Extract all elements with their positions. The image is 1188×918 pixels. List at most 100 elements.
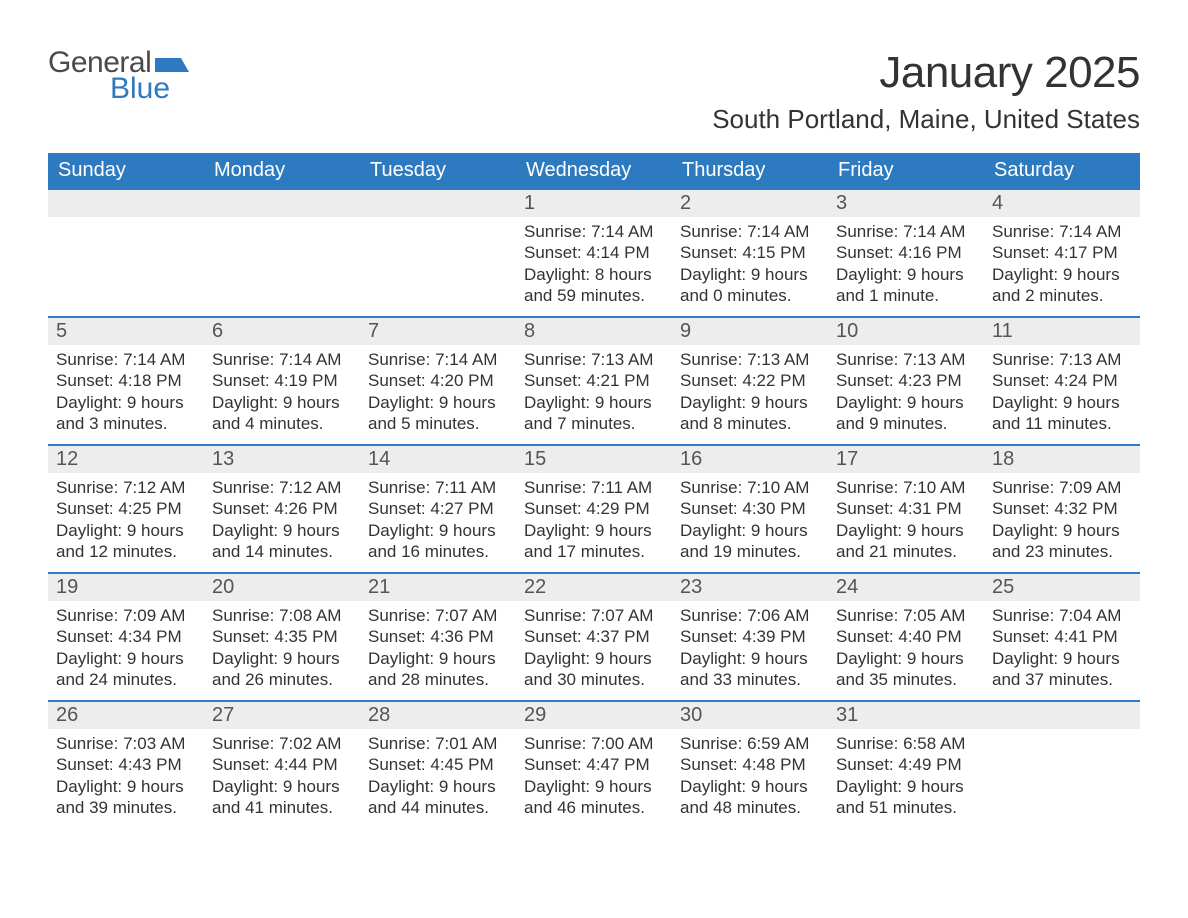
sunrise-text: Sunrise: 7:08 AM (212, 605, 352, 626)
day-cell: 2Sunrise: 7:14 AMSunset: 4:15 PMDaylight… (672, 189, 828, 317)
day-number: 27 (204, 702, 360, 729)
sunrise-text: Sunrise: 7:01 AM (368, 733, 508, 754)
day-details: Sunrise: 7:10 AMSunset: 4:30 PMDaylight:… (672, 473, 828, 570)
day-cell: 5Sunrise: 7:14 AMSunset: 4:18 PMDaylight… (48, 317, 204, 445)
sunrise-text: Sunrise: 7:10 AM (680, 477, 820, 498)
day-cell: 19Sunrise: 7:09 AMSunset: 4:34 PMDayligh… (48, 573, 204, 701)
day-number: 25 (984, 574, 1140, 601)
sunrise-text: Sunrise: 7:14 AM (992, 221, 1132, 242)
sunrise-text: Sunrise: 7:14 AM (212, 349, 352, 370)
sunset-text: Sunset: 4:37 PM (524, 626, 664, 647)
day-number: 6 (204, 318, 360, 345)
day-cell: 6Sunrise: 7:14 AMSunset: 4:19 PMDaylight… (204, 317, 360, 445)
day-cell: 24Sunrise: 7:05 AMSunset: 4:40 PMDayligh… (828, 573, 984, 701)
day-number: 23 (672, 574, 828, 601)
sunrise-text: Sunrise: 7:04 AM (992, 605, 1132, 626)
daylight-line-1: Daylight: 9 hours (992, 520, 1132, 541)
day-cell: 16Sunrise: 7:10 AMSunset: 4:30 PMDayligh… (672, 445, 828, 573)
sunset-text: Sunset: 4:43 PM (56, 754, 196, 775)
sunset-text: Sunset: 4:44 PM (212, 754, 352, 775)
day-cell: 25 Sunrise: 7:04 AMSunset: 4:41 PMDayligh… (984, 573, 1140, 701)
day-cell: 27Sunrise: 7:02 AMSunset: 4:44 PMDayligh… (204, 701, 360, 829)
sunset-text: Sunset: 4:49 PM (836, 754, 976, 775)
day-details: Sunrise: 7:13 AMSunset: 4:24 PMDaylight:… (984, 345, 1140, 442)
day-cell: 28Sunrise: 7:01 AMSunset: 4:45 PMDayligh… (360, 701, 516, 829)
sunset-text: Sunset: 4:14 PM (524, 242, 664, 263)
day-details: Sunrise: 7:14 AMSunset: 4:20 PMDaylight:… (360, 345, 516, 442)
calendar-week-row: 19Sunrise: 7:09 AMSunset: 4:34 PMDayligh… (48, 573, 1140, 701)
sunrise-text: Sunrise: 7:07 AM (368, 605, 508, 626)
sunrise-text: Sunrise: 7:14 AM (524, 221, 664, 242)
daylight-line-1: Daylight: 9 hours (992, 264, 1132, 285)
day-cell (984, 701, 1140, 829)
daylight-line-1: Daylight: 9 hours (212, 520, 352, 541)
daylight-line-1: Daylight: 9 hours (992, 648, 1132, 669)
sunrise-text: Sunrise: 6:59 AM (680, 733, 820, 754)
sunset-text: Sunset: 4:30 PM (680, 498, 820, 519)
calendar-week-row: 5Sunrise: 7:14 AMSunset: 4:18 PMDaylight… (48, 317, 1140, 445)
day-number: 18 (984, 446, 1140, 473)
daylight-line-2: and 5 minutes. (368, 413, 508, 434)
title-block: January 2025 South Portland, Maine, Unit… (712, 48, 1140, 135)
daylight-line-1: Daylight: 9 hours (212, 648, 352, 669)
sunrise-text: Sunrise: 7:10 AM (836, 477, 976, 498)
sunset-text: Sunset: 4:15 PM (680, 242, 820, 263)
daylight-line-2: and 39 minutes. (56, 797, 196, 818)
sunset-text: Sunset: 4:26 PM (212, 498, 352, 519)
day-details: Sunrise: 7:07 AMSunset: 4:37 PMDaylight:… (516, 601, 672, 698)
sunrise-text: Sunrise: 7:09 AM (56, 605, 196, 626)
daylight-line-2: and 16 minutes. (368, 541, 508, 562)
day-header: Monday (204, 153, 360, 189)
daylight-line-2: and 59 minutes. (524, 285, 664, 306)
brand-text-blue: Blue (110, 74, 189, 104)
daylight-line-1: Daylight: 9 hours (680, 392, 820, 413)
empty-day-header (204, 190, 360, 217)
daylight-line-2: and 14 minutes. (212, 541, 352, 562)
day-number: 22 (516, 574, 672, 601)
day-number: 21 (360, 574, 516, 601)
sunset-text: Sunset: 4:31 PM (836, 498, 976, 519)
sunrise-text: Sunrise: 7:13 AM (992, 349, 1132, 370)
day-header: Saturday (984, 153, 1140, 189)
day-cell: 13Sunrise: 7:12 AMSunset: 4:26 PMDayligh… (204, 445, 360, 573)
sunset-text: Sunset: 4:41 PM (992, 626, 1132, 647)
day-details: Sunrise: 6:58 AMSunset: 4:49 PMDaylight:… (828, 729, 984, 826)
daylight-line-1: Daylight: 9 hours (368, 648, 508, 669)
day-header: Tuesday (360, 153, 516, 189)
day-cell: 9Sunrise: 7:13 AMSunset: 4:22 PMDaylight… (672, 317, 828, 445)
sunset-text: Sunset: 4:34 PM (56, 626, 196, 647)
daylight-line-2: and 35 minutes. (836, 669, 976, 690)
day-cell: 7Sunrise: 7:14 AMSunset: 4:20 PMDaylight… (360, 317, 516, 445)
sunset-text: Sunset: 4:23 PM (836, 370, 976, 391)
daylight-line-2: and 7 minutes. (524, 413, 664, 434)
sunset-text: Sunset: 4:20 PM (368, 370, 508, 391)
day-details: Sunrise: 7:11 AMSunset: 4:27 PMDaylight:… (360, 473, 516, 570)
day-details: Sunrise: 7:13 AMSunset: 4:23 PMDaylight:… (828, 345, 984, 442)
daylight-line-1: Daylight: 9 hours (836, 392, 976, 413)
day-number: 12 (48, 446, 204, 473)
sunset-text: Sunset: 4:29 PM (524, 498, 664, 519)
daylight-line-1: Daylight: 9 hours (836, 520, 976, 541)
day-number: 26 (48, 702, 204, 729)
sunrise-text: Sunrise: 7:06 AM (680, 605, 820, 626)
day-header: Friday (828, 153, 984, 189)
day-number: 15 (516, 446, 672, 473)
daylight-line-2: and 17 minutes. (524, 541, 664, 562)
daylight-line-2: and 30 minutes. (524, 669, 664, 690)
daylight-line-1: Daylight: 9 hours (836, 776, 976, 797)
daylight-line-2: and 44 minutes. (368, 797, 508, 818)
day-number: 17 (828, 446, 984, 473)
day-header: Sunday (48, 153, 204, 189)
daylight-line-1: Daylight: 8 hours (524, 264, 664, 285)
day-cell: 17 Sunrise: 7:10 AMSunset: 4:31 PMDayligh… (828, 445, 984, 573)
day-cell: 15Sunrise: 7:11 AMSunset: 4:29 PMDayligh… (516, 445, 672, 573)
sunrise-text: Sunrise: 6:58 AM (836, 733, 976, 754)
sunset-text: Sunset: 4:40 PM (836, 626, 976, 647)
page: General Blue January 2025 South Portland… (0, 0, 1188, 869)
day-number: 24 (828, 574, 984, 601)
sunrise-text: Sunrise: 7:05 AM (836, 605, 976, 626)
sunrise-text: Sunrise: 7:13 AM (524, 349, 664, 370)
daylight-line-1: Daylight: 9 hours (56, 520, 196, 541)
header: General Blue January 2025 South Portland… (48, 48, 1140, 135)
sunrise-text: Sunrise: 7:14 AM (680, 221, 820, 242)
